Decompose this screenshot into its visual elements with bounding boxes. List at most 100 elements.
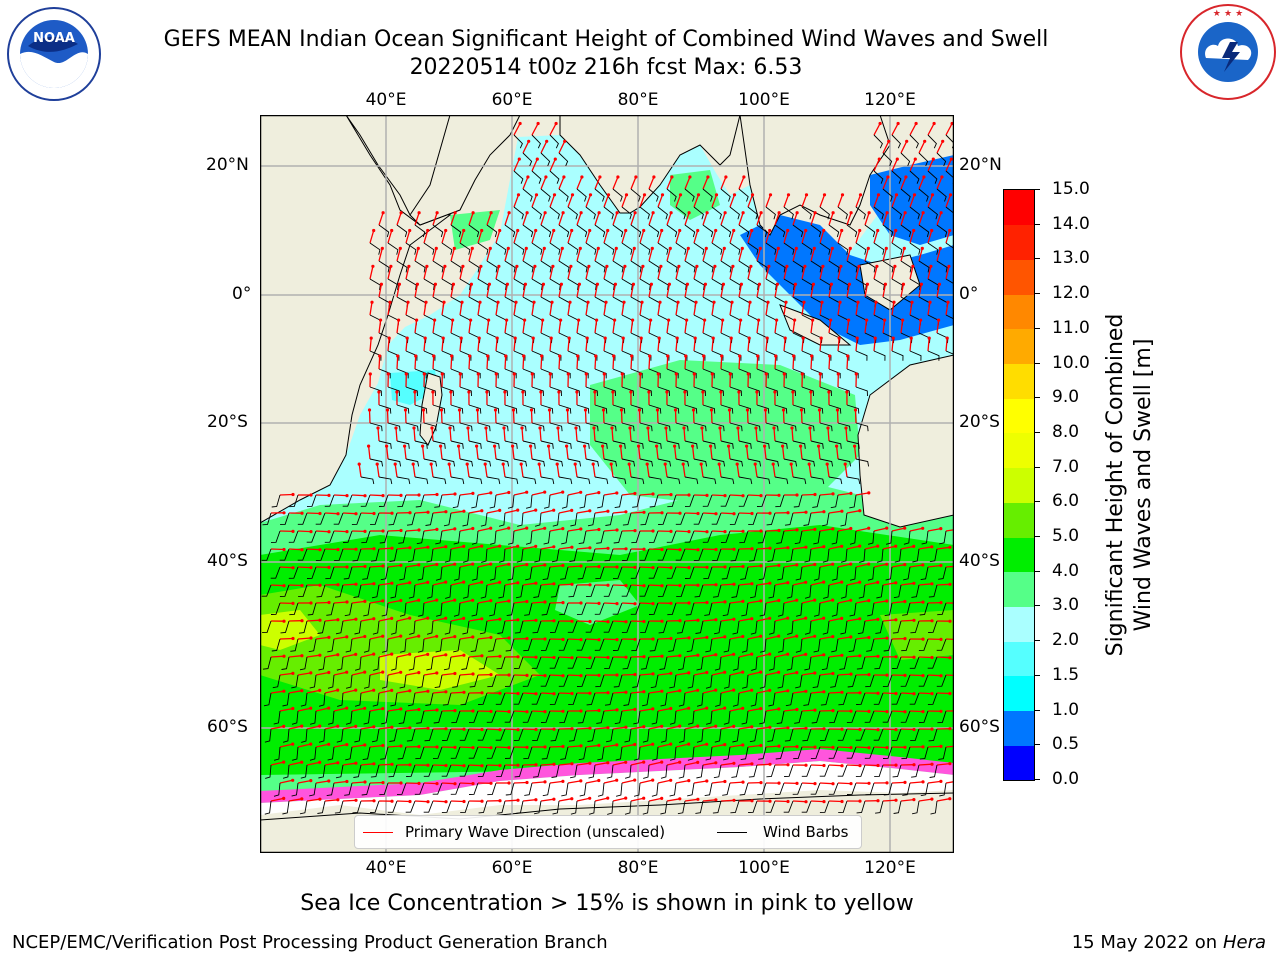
wave-arrow-head — [723, 565, 727, 569]
wave-arrow-head — [533, 264, 537, 268]
wave-arrow-head — [448, 426, 452, 430]
wind-barb — [630, 440, 644, 449]
wind-barb — [604, 692, 614, 706]
wave-direction-arrow — [306, 512, 321, 515]
wave-direction-arrow — [378, 726, 392, 730]
wind-barb — [756, 404, 770, 414]
wave-arrow-head — [714, 688, 718, 692]
wave-arrow-head — [498, 691, 502, 695]
wave-direction-arrow — [351, 565, 366, 568]
wave-direction-arrow — [612, 797, 626, 802]
wind-barb — [812, 674, 821, 689]
wave-direction-arrow — [936, 284, 941, 298]
wind-barb — [723, 710, 731, 725]
wave-direction-arrow — [675, 637, 690, 640]
wind-barb — [514, 764, 524, 778]
wave-arrow-head — [552, 193, 557, 197]
wind-barb — [633, 710, 641, 725]
wave-arrow-head — [372, 799, 376, 803]
wave-arrow-head — [378, 354, 382, 358]
wave-arrow-head — [399, 670, 403, 674]
wave-direction-arrow — [387, 230, 393, 244]
wind-barb — [828, 782, 839, 795]
wind-barb — [792, 224, 804, 238]
wind-barb-swatch — [717, 832, 747, 833]
wave-direction-arrow — [540, 656, 555, 659]
wave-direction-arrow — [729, 781, 744, 784]
wave-arrow-head — [939, 637, 943, 642]
wave-arrow-head — [606, 691, 610, 695]
wave-direction-arrow — [441, 338, 444, 352]
wave-direction-arrow — [747, 338, 750, 352]
wave-direction-arrow — [674, 409, 677, 424]
wind-barb — [938, 746, 947, 760]
wave-arrow-head — [574, 426, 578, 430]
wave-arrow-head — [759, 743, 763, 748]
wave-arrow-head — [471, 782, 475, 786]
wave-direction-arrow — [297, 779, 311, 784]
wave-arrow-head — [800, 372, 804, 376]
wave-direction-arrow — [756, 248, 761, 262]
nws-logo: ★ ★ ★ — [1180, 4, 1276, 100]
wave-arrow-head — [714, 228, 718, 233]
wave-arrow-head — [601, 444, 605, 448]
wave-direction-arrow — [386, 409, 389, 424]
wave-direction-arrow — [421, 446, 425, 460]
wind-barb — [435, 566, 443, 581]
wind-barb — [695, 620, 704, 634]
wave-direction-arrow — [747, 671, 761, 676]
wave-arrow-head — [381, 781, 385, 785]
wave-arrow-head — [507, 599, 511, 603]
wave-arrow-head — [525, 745, 529, 749]
wave-direction-arrow — [945, 781, 954, 784]
wave-arrow-head — [465, 462, 469, 466]
wave-arrow-head — [813, 708, 817, 712]
wave-arrow-head — [912, 692, 916, 696]
wave-arrow-head — [903, 637, 907, 641]
sea-ice-edge — [260, 749, 954, 803]
wave-direction-arrow — [684, 212, 690, 226]
wave-arrow-head — [858, 544, 862, 548]
wave-arrow-head — [435, 782, 439, 786]
wind-barb — [828, 224, 840, 238]
wave-arrow-head — [354, 617, 358, 621]
wave-direction-arrow — [683, 427, 686, 442]
wave-direction-arrow — [440, 409, 443, 424]
wind-barb — [875, 620, 884, 634]
wave-direction-arrow — [702, 548, 717, 551]
wave-arrow-head — [291, 636, 295, 641]
wave-arrow-head — [741, 670, 745, 674]
wave-arrow-head — [631, 318, 635, 322]
wave-direction-arrow — [693, 780, 707, 784]
wave-arrow-head — [741, 743, 745, 747]
wind-barb — [318, 764, 326, 779]
wave-arrow-head — [745, 408, 750, 412]
wave-arrow-head — [822, 653, 826, 657]
wave-arrow-head — [831, 671, 835, 676]
wave-direction-arrow — [810, 355, 813, 370]
wind-barb — [354, 656, 362, 671]
wind-barb — [612, 368, 625, 379]
wave-arrow-head — [563, 139, 567, 143]
wave-direction-arrow — [612, 691, 627, 694]
wave-direction-arrow — [558, 212, 564, 226]
wind-barb — [541, 746, 551, 760]
wave-direction-arrow — [774, 248, 779, 262]
wave-direction-arrow — [909, 564, 923, 568]
wave-arrow-head — [616, 175, 620, 179]
wind-barb — [533, 584, 542, 598]
wave-arrow-head — [318, 760, 322, 765]
wave-direction-arrow — [819, 194, 826, 208]
wind-barb — [621, 422, 635, 432]
wind-barb — [396, 782, 407, 795]
wave-arrow-head — [511, 408, 516, 412]
colorbar-segment — [1004, 294, 1034, 330]
wind-barb — [432, 440, 446, 449]
wave-direction-arrow — [837, 782, 852, 785]
wave-arrow-head — [345, 530, 349, 534]
wave-arrow-head — [525, 673, 529, 678]
wave-direction-arrow — [873, 158, 880, 172]
wave-direction-arrow — [351, 671, 365, 676]
wind-barb — [848, 638, 857, 653]
wave-direction-arrow — [612, 511, 626, 514]
